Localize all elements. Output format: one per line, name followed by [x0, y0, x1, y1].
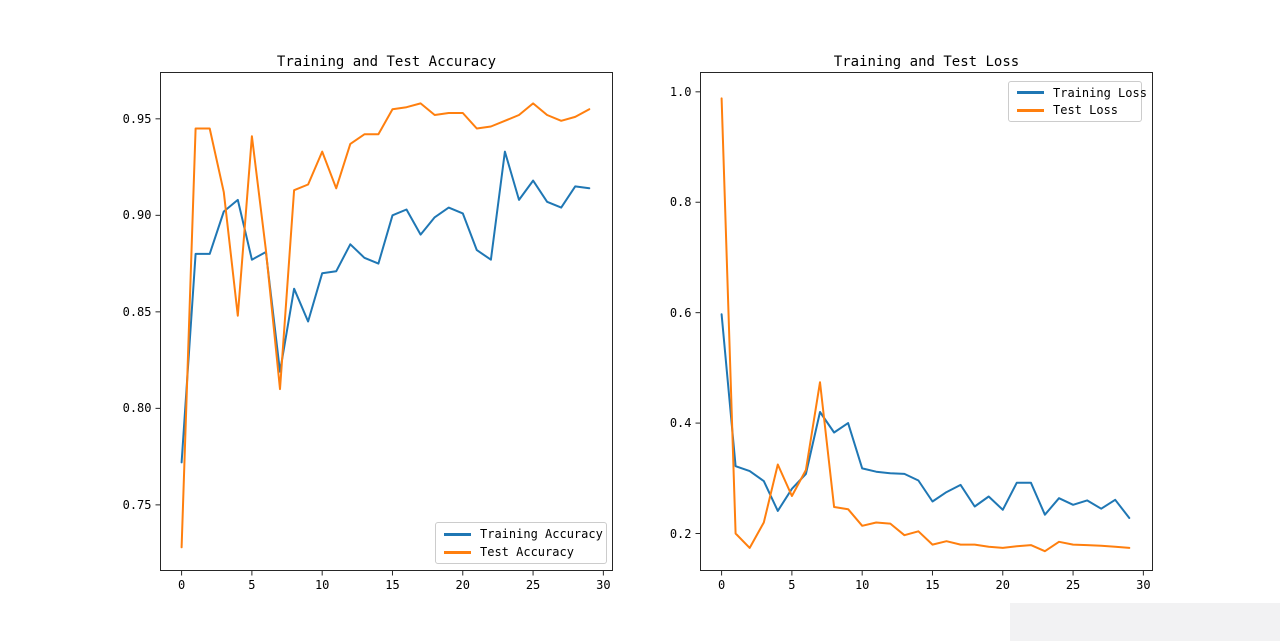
y-tick-label: 0.95 — [122, 111, 152, 126]
test-accuracy-line — [180, 102, 591, 549]
x-tick-label: 10 — [314, 578, 330, 592]
training-loss-legend-label: Training Loss — [1053, 85, 1147, 100]
accuracy-plot — [155, 72, 613, 576]
x-tick-label: 30 — [1136, 578, 1151, 592]
loss-chart-title: Training and Test Loss — [833, 54, 1020, 70]
loss-axes-spines — [700, 72, 1153, 571]
training-accuracy-swatch — [444, 532, 471, 536]
training-accuracy-legend-label: Training Accuracy — [480, 527, 603, 541]
x-tick-label: 5 — [248, 578, 256, 592]
training-loss-line — [720, 313, 1131, 519]
test-loss-swatch — [1017, 108, 1044, 112]
overlay-rectangle — [1010, 603, 1280, 641]
y-tick-label: 0.90 — [122, 208, 152, 223]
y-tick-label: 0.4 — [669, 416, 692, 431]
test-accuracy-swatch — [444, 550, 471, 554]
test-loss-legend-label: Test Loss — [1053, 103, 1119, 118]
x-tick-label: 10 — [854, 578, 870, 592]
test-loss-line — [720, 97, 1131, 553]
y-tick-label: 0.75 — [122, 497, 152, 512]
legend-row-training-loss: Training Loss — [1017, 84, 1147, 102]
y-tick-label: 0.2 — [669, 526, 692, 541]
y-tick-label: 0.8 — [669, 195, 692, 210]
x-tick-label: 0 — [717, 578, 726, 592]
training-accuracy-line — [180, 150, 591, 464]
accuracy-legend: Training Accuracy Test Accuracy — [435, 522, 607, 564]
y-tick-label: 0.80 — [122, 401, 152, 416]
x-tick-label: 5 — [788, 578, 796, 592]
y-tick-label: 0.6 — [669, 305, 692, 320]
x-tick-label: 20 — [995, 578, 1010, 592]
legend-row-training-accuracy: Training Accuracy — [444, 525, 603, 543]
legend-row-test-accuracy: Test Accuracy — [444, 543, 598, 561]
loss-legend: Training Loss Test Loss — [1008, 81, 1147, 122]
test-accuracy-legend-label: Test Accuracy — [480, 545, 574, 559]
x-tick-label: 25 — [525, 578, 541, 592]
x-tick-label: 15 — [925, 578, 940, 592]
accuracy-axes-spines — [160, 72, 613, 571]
y-tick-label: 1.0 — [669, 84, 692, 99]
legend-row-test-loss: Test Loss — [1017, 102, 1133, 120]
x-tick-label: 25 — [1065, 578, 1081, 592]
x-tick-label: 15 — [385, 578, 400, 592]
accuracy-chart-title: Training and Test Accuracy — [276, 54, 497, 70]
x-tick-label: 0 — [177, 578, 186, 592]
x-tick-label: 30 — [596, 578, 611, 592]
y-tick-label: 0.85 — [122, 304, 152, 319]
loss-plot — [695, 72, 1153, 576]
training-loss-swatch — [1017, 91, 1044, 95]
x-tick-label: 20 — [455, 578, 470, 592]
